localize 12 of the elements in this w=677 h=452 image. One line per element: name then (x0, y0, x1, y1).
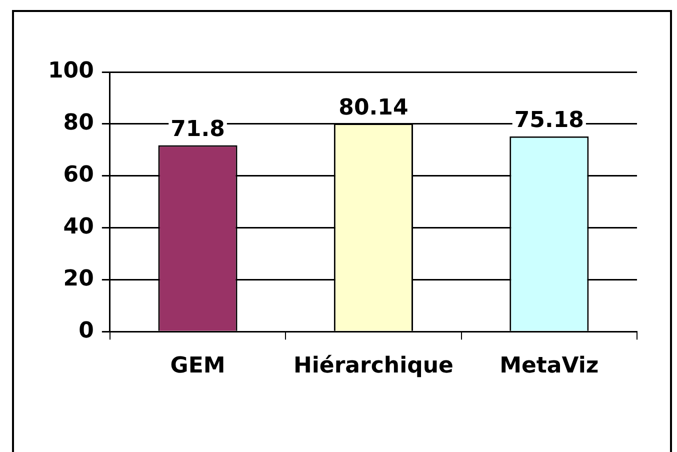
x-tick-label: GEM (170, 354, 226, 379)
data-label: 75.18 (514, 108, 584, 134)
x-tick-label: Hiérarchique (293, 354, 454, 379)
y-tick-label: 60 (63, 162, 94, 188)
y-tick-label: 40 (63, 214, 94, 240)
y-tick-label: 20 (63, 266, 94, 292)
data-label: 71.8 (170, 116, 225, 142)
data-label: 80.14 (338, 95, 408, 120)
y-tick-label: 80 (63, 110, 94, 136)
y-tick-label: 100 (48, 58, 94, 84)
y-tick-label: 0 (78, 318, 94, 344)
x-tick-label: MetaViz (500, 354, 599, 379)
